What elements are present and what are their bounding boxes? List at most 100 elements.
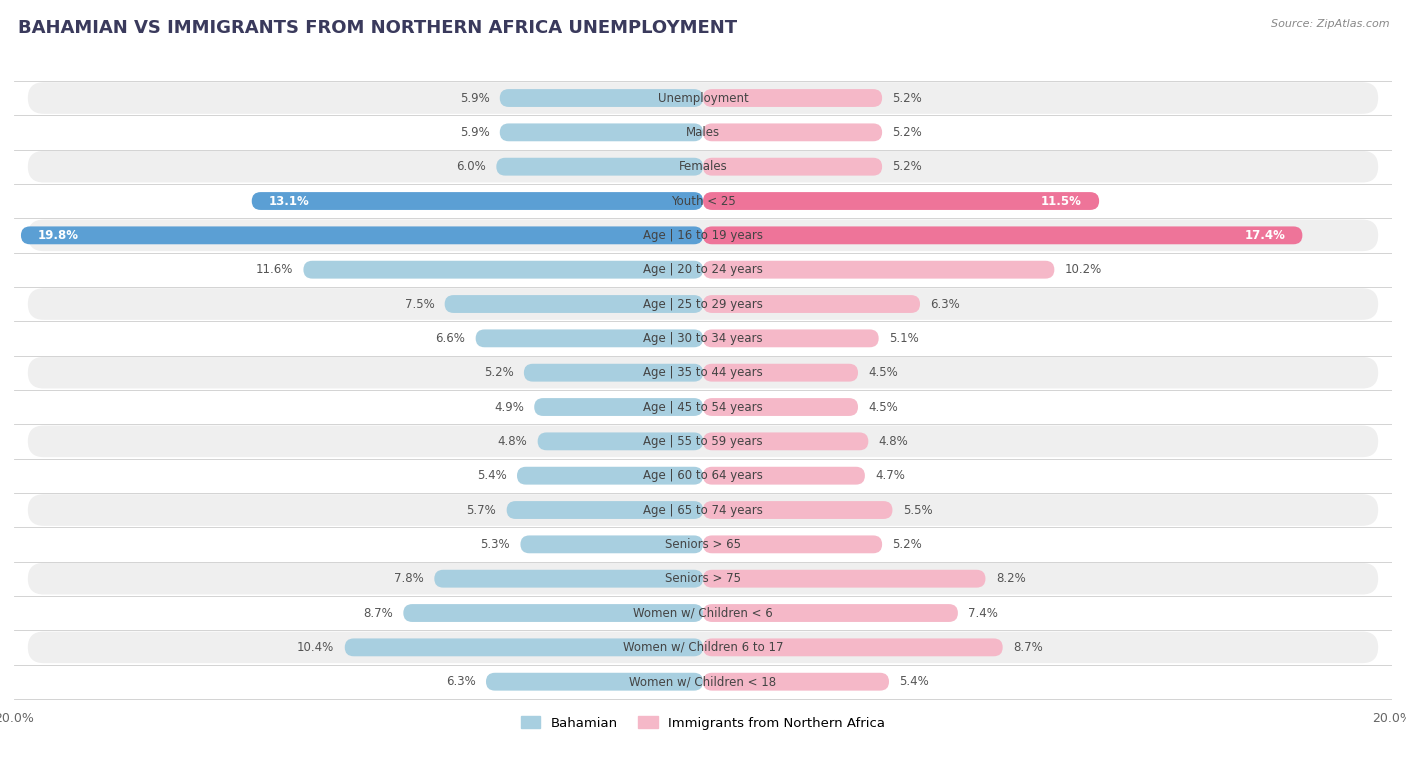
FancyBboxPatch shape (486, 673, 703, 690)
FancyBboxPatch shape (703, 501, 893, 519)
FancyBboxPatch shape (28, 288, 1378, 319)
Text: 5.5%: 5.5% (903, 503, 932, 516)
Text: Males: Males (686, 126, 720, 139)
FancyBboxPatch shape (28, 254, 1378, 285)
Text: 8.2%: 8.2% (995, 572, 1025, 585)
Text: BAHAMIAN VS IMMIGRANTS FROM NORTHERN AFRICA UNEMPLOYMENT: BAHAMIAN VS IMMIGRANTS FROM NORTHERN AFR… (18, 19, 737, 37)
FancyBboxPatch shape (703, 192, 1099, 210)
Text: Age | 20 to 24 years: Age | 20 to 24 years (643, 263, 763, 276)
FancyBboxPatch shape (703, 226, 1302, 245)
Text: Age | 35 to 44 years: Age | 35 to 44 years (643, 366, 763, 379)
Text: Age | 60 to 64 years: Age | 60 to 64 years (643, 469, 763, 482)
FancyBboxPatch shape (28, 494, 1378, 526)
Text: Seniors > 65: Seniors > 65 (665, 538, 741, 551)
Text: Females: Females (679, 160, 727, 173)
FancyBboxPatch shape (28, 631, 1378, 663)
FancyBboxPatch shape (28, 528, 1378, 560)
FancyBboxPatch shape (404, 604, 703, 622)
Text: 6.3%: 6.3% (446, 675, 475, 688)
Text: Age | 65 to 74 years: Age | 65 to 74 years (643, 503, 763, 516)
FancyBboxPatch shape (28, 597, 1378, 629)
Text: 6.3%: 6.3% (931, 298, 960, 310)
Text: 6.0%: 6.0% (456, 160, 486, 173)
Text: Age | 55 to 59 years: Age | 55 to 59 years (643, 435, 763, 448)
Text: Women w/ Children 6 to 17: Women w/ Children 6 to 17 (623, 641, 783, 654)
FancyBboxPatch shape (344, 638, 703, 656)
Text: 8.7%: 8.7% (1012, 641, 1043, 654)
FancyBboxPatch shape (703, 89, 882, 107)
FancyBboxPatch shape (703, 570, 986, 587)
Text: 11.5%: 11.5% (1040, 195, 1083, 207)
Text: Youth < 25: Youth < 25 (671, 195, 735, 207)
FancyBboxPatch shape (703, 467, 865, 484)
FancyBboxPatch shape (28, 322, 1378, 354)
Text: 17.4%: 17.4% (1244, 229, 1285, 241)
Legend: Bahamian, Immigrants from Northern Africa: Bahamian, Immigrants from Northern Afric… (516, 711, 890, 735)
Text: Source: ZipAtlas.com: Source: ZipAtlas.com (1271, 19, 1389, 29)
FancyBboxPatch shape (304, 260, 703, 279)
FancyBboxPatch shape (703, 329, 879, 347)
FancyBboxPatch shape (703, 260, 1054, 279)
Text: 7.4%: 7.4% (969, 606, 998, 619)
Text: 8.7%: 8.7% (363, 606, 392, 619)
Text: 5.9%: 5.9% (460, 126, 489, 139)
FancyBboxPatch shape (499, 123, 703, 142)
Text: 4.7%: 4.7% (875, 469, 905, 482)
Text: Seniors > 75: Seniors > 75 (665, 572, 741, 585)
FancyBboxPatch shape (499, 89, 703, 107)
Text: 19.8%: 19.8% (38, 229, 79, 241)
FancyBboxPatch shape (28, 391, 1378, 423)
FancyBboxPatch shape (28, 151, 1378, 182)
Text: 5.9%: 5.9% (460, 92, 489, 104)
FancyBboxPatch shape (475, 329, 703, 347)
Text: 5.2%: 5.2% (484, 366, 513, 379)
FancyBboxPatch shape (520, 535, 703, 553)
Text: 4.8%: 4.8% (879, 435, 908, 448)
Text: Age | 25 to 29 years: Age | 25 to 29 years (643, 298, 763, 310)
Text: 5.1%: 5.1% (889, 332, 918, 345)
FancyBboxPatch shape (21, 226, 703, 245)
Text: 5.7%: 5.7% (467, 503, 496, 516)
FancyBboxPatch shape (703, 398, 858, 416)
Text: 5.2%: 5.2% (893, 538, 922, 551)
FancyBboxPatch shape (703, 535, 882, 553)
Text: Unemployment: Unemployment (658, 92, 748, 104)
Text: 7.5%: 7.5% (405, 298, 434, 310)
Text: 5.2%: 5.2% (893, 160, 922, 173)
Text: 5.2%: 5.2% (893, 92, 922, 104)
FancyBboxPatch shape (28, 220, 1378, 251)
Text: Women w/ Children < 18: Women w/ Children < 18 (630, 675, 776, 688)
Text: 11.6%: 11.6% (256, 263, 292, 276)
FancyBboxPatch shape (703, 432, 869, 450)
Text: 10.4%: 10.4% (297, 641, 335, 654)
FancyBboxPatch shape (703, 157, 882, 176)
Text: 4.5%: 4.5% (869, 400, 898, 413)
FancyBboxPatch shape (534, 398, 703, 416)
FancyBboxPatch shape (28, 563, 1378, 594)
Text: 5.2%: 5.2% (893, 126, 922, 139)
Text: 4.5%: 4.5% (869, 366, 898, 379)
Text: 5.4%: 5.4% (477, 469, 506, 482)
Text: Age | 16 to 19 years: Age | 16 to 19 years (643, 229, 763, 241)
FancyBboxPatch shape (252, 192, 703, 210)
FancyBboxPatch shape (28, 666, 1378, 697)
Text: Age | 45 to 54 years: Age | 45 to 54 years (643, 400, 763, 413)
FancyBboxPatch shape (28, 357, 1378, 388)
FancyBboxPatch shape (28, 460, 1378, 491)
FancyBboxPatch shape (496, 157, 703, 176)
FancyBboxPatch shape (434, 570, 703, 587)
FancyBboxPatch shape (517, 467, 703, 484)
Text: 4.9%: 4.9% (494, 400, 524, 413)
FancyBboxPatch shape (506, 501, 703, 519)
Text: 7.8%: 7.8% (394, 572, 425, 585)
FancyBboxPatch shape (703, 604, 957, 622)
FancyBboxPatch shape (703, 123, 882, 142)
FancyBboxPatch shape (703, 673, 889, 690)
Text: 5.3%: 5.3% (481, 538, 510, 551)
Text: 10.2%: 10.2% (1064, 263, 1102, 276)
Text: 5.4%: 5.4% (900, 675, 929, 688)
Text: Age | 30 to 34 years: Age | 30 to 34 years (643, 332, 763, 345)
FancyBboxPatch shape (444, 295, 703, 313)
Text: 6.6%: 6.6% (436, 332, 465, 345)
FancyBboxPatch shape (537, 432, 703, 450)
